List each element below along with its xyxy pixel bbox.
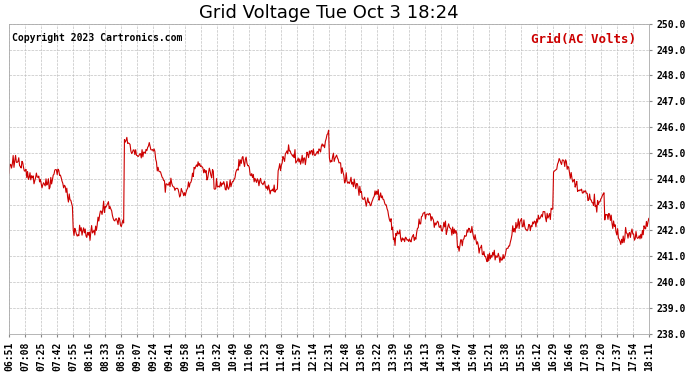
- Text: Grid(AC Volts): Grid(AC Volts): [531, 33, 636, 46]
- Text: Copyright 2023 Cartronics.com: Copyright 2023 Cartronics.com: [12, 33, 183, 43]
- Title: Grid Voltage Tue Oct 3 18:24: Grid Voltage Tue Oct 3 18:24: [199, 4, 459, 22]
